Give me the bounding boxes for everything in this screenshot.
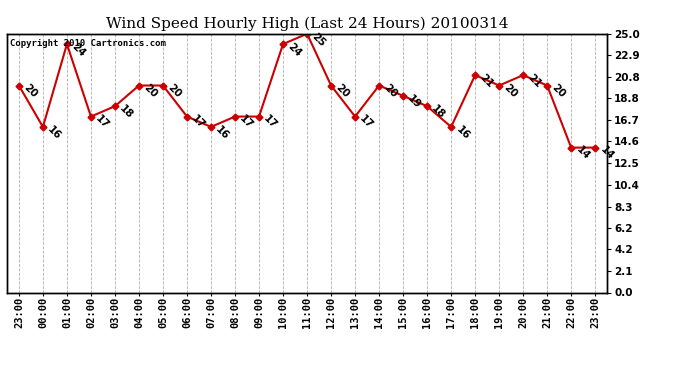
Text: 17: 17: [190, 114, 207, 131]
Text: 20: 20: [334, 83, 351, 100]
Text: 16: 16: [454, 124, 471, 141]
Text: 24: 24: [286, 41, 303, 59]
Text: 18: 18: [430, 104, 447, 121]
Text: 21: 21: [526, 72, 543, 90]
Text: 25: 25: [310, 31, 327, 48]
Text: 17: 17: [358, 114, 375, 131]
Title: Wind Speed Hourly High (Last 24 Hours) 20100314: Wind Speed Hourly High (Last 24 Hours) 2…: [106, 17, 509, 31]
Text: 14: 14: [598, 145, 615, 162]
Text: Copyright 2010 Cartronics.com: Copyright 2010 Cartronics.com: [10, 39, 166, 48]
Text: 16: 16: [214, 124, 231, 141]
Text: 20: 20: [141, 83, 159, 100]
Text: 20: 20: [502, 83, 520, 100]
Text: 21: 21: [478, 72, 495, 90]
Text: 16: 16: [46, 124, 63, 141]
Text: 17: 17: [94, 114, 111, 131]
Text: 24: 24: [70, 41, 87, 59]
Text: 17: 17: [262, 114, 279, 131]
Text: 20: 20: [21, 83, 39, 100]
Text: 17: 17: [238, 114, 255, 131]
Text: 20: 20: [550, 83, 567, 100]
Text: 18: 18: [118, 104, 135, 121]
Text: 14: 14: [574, 145, 591, 162]
Text: 19: 19: [406, 93, 423, 110]
Text: 20: 20: [166, 83, 183, 100]
Text: 20: 20: [382, 83, 400, 100]
